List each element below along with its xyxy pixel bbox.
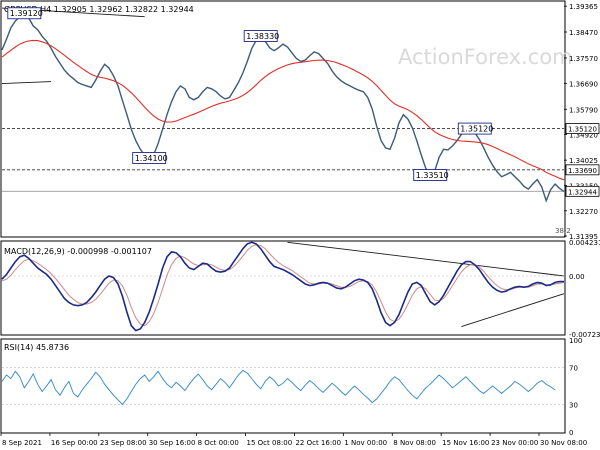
price-level-tag-text: 1.32944 (568, 188, 597, 196)
macd-panel-frame (0, 240, 566, 336)
price-label-text: 1.34100 (135, 154, 168, 163)
price-panel-frame (0, 0, 566, 238)
macd-line (1, 241, 564, 332)
price-level-tag-text: 1.35120 (568, 126, 597, 134)
price-label-text: 1.39120 (10, 9, 43, 18)
macd-trendline-top (287, 241, 565, 277)
x-tick-label: 23 Sep 08:00 (100, 439, 147, 447)
rsi-panel-frame (0, 338, 566, 434)
price-label-text: 1.38330 (246, 32, 279, 41)
x-tick-label: 1 Nov 00:00 (344, 439, 387, 447)
price-label-text: 1.35120 (460, 125, 493, 134)
x-axis-labels: 8 Sep 2021 16 Sep 00:00 23 Sep 08:00 30 Sep… (0, 433, 587, 447)
macd-signal-line (1, 244, 565, 327)
x-tick-label: 23 Nov 00:00 (491, 439, 538, 447)
price-y-tick-label: 1.39365 (569, 3, 598, 11)
price-y-tick-label: 1.32270 (569, 208, 598, 216)
price-panel-title: GBPUSD,H4 1.32905 1.32962 1.32822 1.3294… (4, 5, 194, 14)
rsi-y-tick-label: 0 (569, 429, 573, 437)
price-y-tick-label: 1.35790 (569, 106, 598, 114)
macd-series (1, 241, 565, 332)
moving-average-line (1, 39, 565, 181)
fib-label: 38.2 (555, 227, 571, 235)
macd-y-tick-label: 0.00 (569, 273, 585, 281)
rsi-y-tick-label: 30 (569, 401, 578, 409)
price-label-box (457, 122, 492, 135)
x-tick-label: 30 Sep 16:00 (149, 439, 196, 447)
rsi-y-tick-label: 100 (569, 337, 582, 345)
rsi-series (1, 369, 556, 406)
price-y-tick-label: 1.36690 (569, 80, 598, 88)
price-y-tick-label: 1.38470 (569, 29, 598, 37)
price-level-tag (565, 123, 600, 134)
price-label-box (132, 152, 167, 164)
x-tick-label: 16 Sep 00:00 (51, 439, 98, 447)
x-tick-label: 8 Sep 2021 (2, 439, 42, 447)
price-y-tick-label: 1.34025 (569, 157, 598, 165)
price-label-box (243, 30, 278, 42)
price-label-text: 1.33510 (416, 171, 449, 180)
rsi-y-tick-label: 70 (569, 365, 578, 373)
x-tick-label: 8 Oct 00:00 (198, 439, 239, 447)
macd-panel-title: MACD(12,26,9) -0.000998 -0.001107 (4, 247, 152, 256)
price-label-box (7, 7, 42, 20)
macd-trendline-bottom (461, 293, 565, 327)
rsi-line (1, 369, 556, 406)
price-level-tag-text: 1.33690 (568, 167, 597, 175)
macd-y-tick-label: -0.00723 (569, 331, 600, 339)
price-level-tag (565, 164, 600, 176)
rsi-panel-title: RSI(14) 45.8736 (4, 343, 69, 352)
x-tick-label: 15 Nov 16:00 (442, 439, 489, 447)
watermark: ActionForex.com (398, 45, 573, 69)
price-y-tick-label: 1.34920 (569, 131, 598, 139)
trendlines (1, 7, 565, 405)
x-tick-label: 8 Nov 08:00 (393, 439, 436, 447)
x-tick-label: 30 Nov 08:00 (540, 439, 587, 447)
price-y-tick-label: 1.31395 (569, 233, 598, 241)
macd-y-tick-label: 0.004231 (569, 239, 600, 247)
price-annotations: 1.39120 1.38330 1.34100 1.35120 1.33510 38.2 (7, 7, 571, 235)
price-y-tick-label: 1.37570 (569, 55, 598, 63)
x-tick-label: 22 Oct 16:00 (295, 439, 341, 447)
price-trendline-left (1, 81, 52, 85)
x-tick-label: 15 Oct 08:00 (247, 439, 293, 447)
price-label-box (413, 169, 448, 181)
price-levels (2, 128, 564, 192)
price-level-tag (565, 185, 600, 197)
y-axis-labels: 1.39365 1.38470 1.37570 1.36690 1.35790 1.349… (564, 3, 600, 437)
